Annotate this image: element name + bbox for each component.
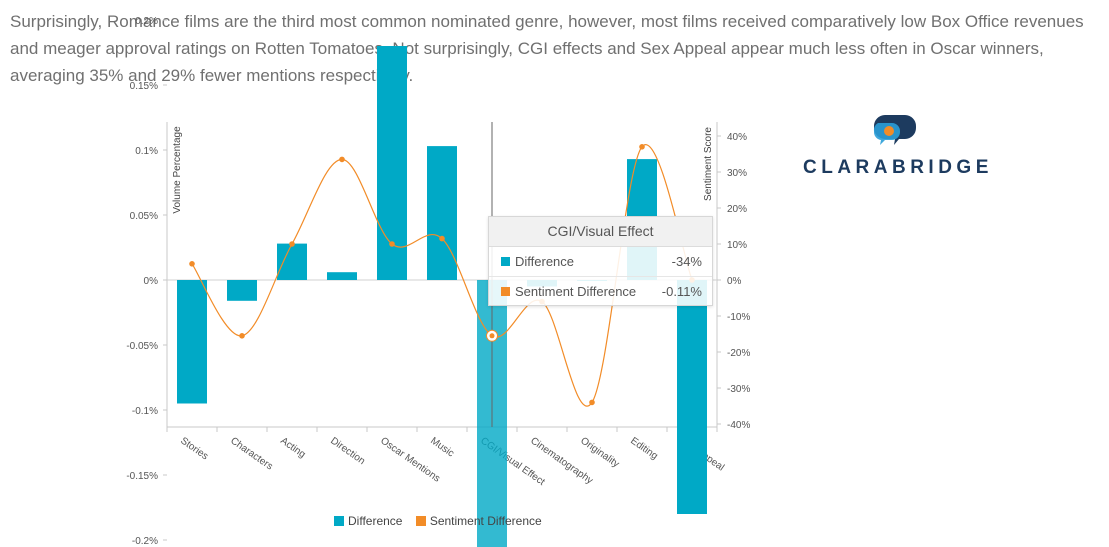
sentiment-point	[589, 399, 595, 406]
legend-item-sentiment[interactable]: Sentiment Difference	[415, 514, 542, 528]
speech-bubbles-icon	[873, 115, 916, 145]
left-tick-label: -0.1%	[132, 406, 158, 417]
legend-label: Sentiment Difference	[429, 514, 542, 528]
left-tick-label: 0%	[144, 276, 159, 287]
left-tick-label: 0.05%	[130, 211, 158, 222]
difference-swatch	[501, 257, 510, 266]
difference-bar	[327, 272, 357, 280]
sentiment-point	[289, 241, 295, 247]
tooltip-row-sentiment: Sentiment Difference -0.11%	[489, 277, 712, 306]
left-tick-label: -0.2%	[132, 536, 158, 547]
chart-tooltip: CGI/Visual Effect Difference -34% Sentim…	[488, 216, 713, 306]
x-category-label: Stories	[178, 435, 210, 462]
right-tick-label: -10%	[727, 312, 750, 323]
intro-paragraph: Surprisingly, Romance films are the thir…	[10, 12, 1084, 85]
tooltip-value: -0.11%	[661, 284, 702, 299]
legend-label: Difference	[348, 514, 403, 528]
legend-swatch	[334, 516, 344, 526]
x-category-label: Music	[428, 435, 456, 459]
tooltip-row-difference: Difference -34%	[489, 247, 712, 277]
sentiment-point	[189, 261, 195, 267]
x-category-label: Acting	[278, 435, 307, 460]
sentiment-point	[389, 241, 395, 247]
logo-text: CLARABRIDGE	[803, 157, 993, 178]
left-tick-label: 0.15%	[130, 81, 158, 92]
sentiment-point	[439, 235, 445, 242]
sentiment-point	[639, 144, 645, 150]
right-tick-label: 20%	[727, 204, 747, 215]
x-category-label: Characters	[228, 435, 274, 472]
sentiment-point	[339, 156, 345, 163]
right-tick-label: 40%	[727, 132, 747, 143]
right-tick-label: -20%	[727, 348, 750, 359]
legend-item-difference[interactable]: Difference	[334, 514, 402, 528]
difference-bar	[377, 46, 407, 280]
x-category-label: Originality	[578, 435, 621, 470]
right-tick-label: 10%	[727, 240, 747, 251]
difference-bar	[427, 146, 457, 280]
tooltip-label: Difference	[515, 254, 575, 269]
right-tick-label: 0%	[727, 276, 742, 287]
tooltip-title: CGI/Visual Effect	[489, 217, 712, 247]
difference-bar	[677, 280, 707, 514]
sentiment-swatch	[501, 287, 510, 296]
right-tick-label: -40%	[727, 420, 750, 431]
legend-swatch	[415, 516, 426, 526]
chart-legend: Difference Sentiment Difference	[334, 514, 552, 528]
left-tick-label: 0.2%	[135, 16, 158, 27]
x-category-label: Direction	[328, 435, 367, 467]
left-tick-label: -0.15%	[126, 471, 158, 482]
right-axis-title: Sentiment Score	[703, 127, 714, 201]
sentiment-point	[239, 333, 245, 339]
clarabridge-logo: CLARABRIDGE	[803, 112, 993, 182]
right-tick-label: 30%	[727, 168, 747, 179]
right-tick-label: -30%	[727, 384, 750, 395]
sentiment-point	[489, 333, 495, 339]
left-axis-title: Volume Percentage	[172, 126, 183, 214]
difference-bar	[227, 280, 257, 301]
tooltip-value: -34%	[671, 254, 702, 269]
left-tick-label: -0.05%	[126, 341, 158, 352]
difference-bar	[277, 243, 307, 280]
left-tick-label: 0.1%	[135, 146, 158, 157]
x-category-label: Editing	[628, 435, 659, 462]
tooltip-label: Sentiment Difference	[515, 284, 637, 299]
difference-bar	[177, 280, 207, 404]
